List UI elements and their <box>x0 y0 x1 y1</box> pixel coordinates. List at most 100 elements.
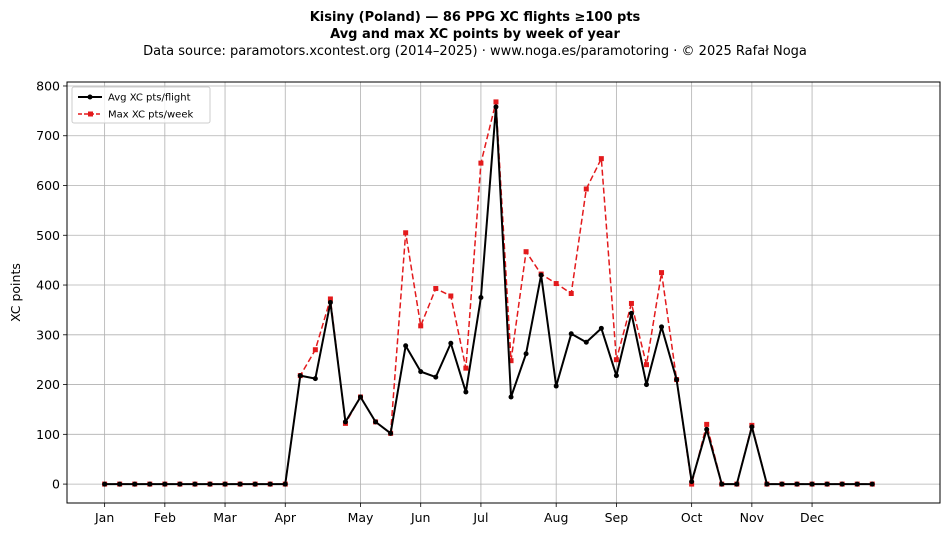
data-point-avg <box>222 481 228 487</box>
legend: Avg XC pts/flight Max XC pts/week <box>71 86 211 124</box>
data-point-avg <box>734 481 740 487</box>
data-point-avg <box>162 481 168 487</box>
legend-label-avg: Avg XC pts/flight <box>108 93 191 104</box>
chart-subtitle: Avg and max XC points by week of year <box>330 27 620 42</box>
data-point-avg <box>102 481 108 487</box>
legend-marker-avg <box>87 94 93 100</box>
x-tick-label: Sep <box>605 510 629 525</box>
data-point-avg <box>824 481 830 487</box>
grid <box>67 82 940 503</box>
chart-source: Data source: paramotors.xcontest.org (20… <box>143 44 807 59</box>
legend-label-max: Max XC pts/week <box>108 110 193 121</box>
y-axis-ticks: 0 100 200 300 400 500 600 700 800 <box>36 78 67 492</box>
data-point-avg <box>719 481 725 487</box>
series-line-avg <box>104 105 873 486</box>
data-point-max <box>433 286 439 292</box>
x-tick-label: Jan <box>94 510 114 525</box>
data-point-avg <box>147 481 153 487</box>
data-point-avg <box>598 325 604 331</box>
data-point-avg <box>493 104 499 110</box>
data-point-avg <box>267 481 273 487</box>
x-axis-ticks: Jan Feb Mar Apr May Jun Jul Aug Sep Oct Nov Dec <box>94 503 824 525</box>
data-point-avg <box>583 339 589 345</box>
plot-frame <box>66 81 941 504</box>
data-point-max <box>583 186 589 192</box>
data-point-avg <box>463 389 469 395</box>
x-tick-label: Apr <box>274 510 296 525</box>
x-tick-label: Mar <box>213 510 237 525</box>
data-point-avg <box>433 374 439 380</box>
data-point-avg <box>358 394 364 400</box>
data-point-avg <box>643 382 649 388</box>
y-tick-label: 200 <box>36 377 60 392</box>
data-point-avg <box>342 419 348 425</box>
chart-title: Kisiny (Poland) — 86 PPG XC flights ≥100… <box>310 10 641 25</box>
data-point-avg <box>764 481 770 487</box>
data-point-max <box>659 270 665 276</box>
data-point-avg <box>282 481 288 487</box>
data-point-avg <box>478 294 484 300</box>
data-point-max <box>508 358 514 364</box>
data-point-max <box>403 230 409 236</box>
y-tick-label: 0 <box>52 477 60 492</box>
data-point-avg <box>628 310 634 316</box>
data-point-max <box>553 281 559 287</box>
y-tick-label: 100 <box>36 427 60 442</box>
data-point-avg <box>508 394 514 400</box>
series-layer <box>102 99 875 487</box>
data-point-avg <box>854 481 860 487</box>
data-point-avg <box>373 419 379 425</box>
data-point-max <box>418 323 424 329</box>
data-point-max <box>598 156 604 162</box>
y-tick-label: 300 <box>36 327 60 342</box>
data-point-avg <box>418 369 424 375</box>
data-point-avg <box>177 481 183 487</box>
data-point-avg <box>538 272 544 278</box>
data-point-avg <box>327 299 333 305</box>
data-point-max <box>613 357 619 363</box>
data-point-avg <box>312 376 318 382</box>
y-tick-label: 600 <box>36 178 60 193</box>
y-tick-label: 400 <box>36 278 60 293</box>
data-point-avg <box>779 481 785 487</box>
x-tick-label: Jul <box>472 510 488 525</box>
data-point-avg <box>839 481 845 487</box>
data-point-avg <box>869 481 875 487</box>
data-point-avg <box>403 343 409 349</box>
data-point-avg <box>252 481 258 487</box>
x-tick-label: Aug <box>544 510 568 525</box>
data-point-avg <box>207 481 213 487</box>
legend-box <box>71 86 211 124</box>
y-tick-label: 700 <box>36 128 60 143</box>
data-point-max <box>448 293 454 299</box>
data-point-max <box>478 160 484 166</box>
data-point-avg <box>659 324 665 330</box>
legend-items: Avg XC pts/flight Max XC pts/week <box>78 93 193 121</box>
x-tick-label: Nov <box>740 510 765 525</box>
data-point-max <box>493 99 499 105</box>
data-point-avg <box>794 481 800 487</box>
data-point-max <box>628 300 634 306</box>
data-point-avg <box>448 340 454 346</box>
series-line-max <box>104 101 873 485</box>
x-tick-label: Jun <box>410 510 431 525</box>
y-tick-label: 800 <box>36 78 60 93</box>
data-point-avg <box>192 481 198 487</box>
chart-titles: Kisiny (Poland) — 86 PPG XC flights ≥100… <box>143 10 807 59</box>
x-tick-label: Feb <box>154 510 176 525</box>
x-tick-label: Dec <box>800 510 824 525</box>
data-point-avg <box>749 424 755 430</box>
data-point-avg <box>674 377 680 383</box>
data-point-max <box>643 362 649 368</box>
data-point-avg <box>132 481 138 487</box>
y-axis-label: XC points <box>8 263 23 322</box>
data-point-max <box>568 290 574 296</box>
data-point-max <box>327 296 333 302</box>
data-point-avg <box>117 481 123 487</box>
data-point-avg <box>388 430 394 436</box>
data-point-avg <box>523 351 529 357</box>
y-tick-label: 500 <box>36 228 60 243</box>
x-tick-label: Oct <box>681 510 703 525</box>
data-point-avg <box>237 481 243 487</box>
